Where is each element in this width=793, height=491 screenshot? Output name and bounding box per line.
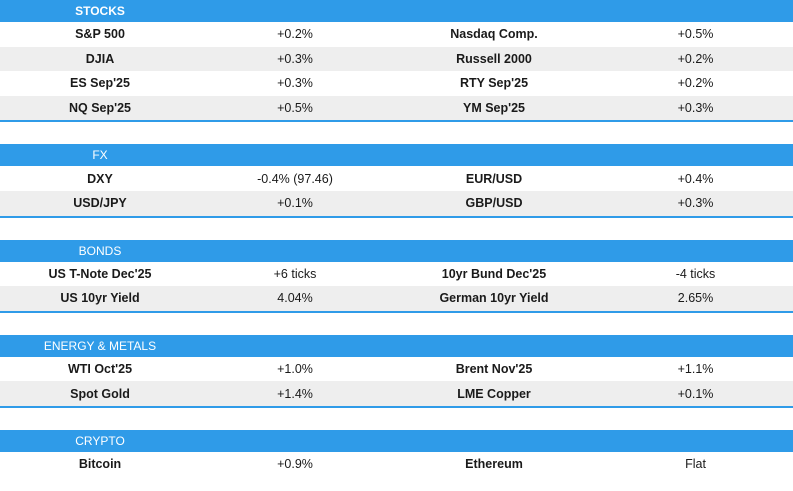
table-row: US T-Note Dec'25 +6 ticks 10yr Bund Dec'… xyxy=(0,262,793,287)
section-header: ENERGY & METALS xyxy=(0,334,793,357)
instrument-name: NQ Sep'25 xyxy=(68,101,132,116)
instrument-change: +6 ticks xyxy=(273,266,317,281)
table-row: DXY -0.4% (97.46) EUR/USD +0.4% xyxy=(0,166,793,191)
instrument-change: +0.2% xyxy=(277,27,313,42)
instrument-change: +0.3% xyxy=(277,76,313,91)
section-header: CRYPTO xyxy=(0,429,793,452)
instrument-name: RTY Sep'25 xyxy=(459,76,529,91)
table-row: US 10yr Yield 4.04% German 10yr Yield 2.… xyxy=(0,286,793,311)
instrument-change: +0.1% xyxy=(677,386,714,401)
section-header: FX xyxy=(0,144,793,167)
instrument-name: US T-Note Dec'25 xyxy=(48,266,152,281)
table-row: DJIA +0.3% Russell 2000 +0.2% xyxy=(0,46,793,72)
instrument-change: Flat xyxy=(685,457,706,472)
instrument-name: WTI Oct'25 xyxy=(67,362,133,377)
instrument-change: +0.3% xyxy=(277,51,313,66)
instrument-change: +0.2% xyxy=(677,51,714,66)
section-header: BONDS xyxy=(0,239,793,262)
instrument-name: Russell 2000 xyxy=(456,51,532,66)
table-row: Bitcoin +0.9% Ethereum Flat xyxy=(0,452,793,477)
instrument-change: +0.2% xyxy=(677,76,714,91)
instrument-change: +1.1% xyxy=(677,362,714,377)
instrument-name: Spot Gold xyxy=(70,386,130,401)
instrument-name: LME Copper xyxy=(457,386,531,401)
instrument-name: USD/JPY xyxy=(73,196,127,211)
instrument-name: Ethereum xyxy=(465,457,523,472)
table-row: ES Sep'25 +0.3% RTY Sep'25 +0.2% xyxy=(0,71,793,96)
instrument-change: +0.3% xyxy=(677,196,714,211)
instrument-change: +0.4% xyxy=(677,171,714,186)
instrument-change: +1.4% xyxy=(277,386,313,401)
instrument-name: Brent Nov'25 xyxy=(455,362,533,377)
instrument-name: ES Sep'25 xyxy=(70,76,130,91)
instrument-change: +0.3% xyxy=(677,101,714,116)
instrument-name: GBP/USD xyxy=(465,196,523,211)
instrument-change: +1.0% xyxy=(277,362,313,377)
instrument-change: +0.9% xyxy=(277,457,313,472)
table-row: NQ Sep'25 +0.5% YM Sep'25 +0.3% xyxy=(0,95,793,121)
section-title: FX xyxy=(92,148,108,163)
section-divider xyxy=(0,120,793,123)
instrument-name: EUR/USD xyxy=(465,171,523,186)
instrument-name: YM Sep'25 xyxy=(462,101,526,116)
instrument-name: 10yr Bund Dec'25 xyxy=(441,266,547,281)
table-row: Spot Gold +1.4% LME Copper +0.1% xyxy=(0,381,793,406)
instrument-name: DJIA xyxy=(85,51,115,66)
section-title: CRYPTO xyxy=(75,433,125,448)
crypto-section: CRYPTO Bitcoin +0.9% Ethereum Flat xyxy=(0,429,793,477)
section-divider xyxy=(0,405,793,408)
instrument-name: Bitcoin xyxy=(78,457,122,472)
section-header: STOCKS xyxy=(0,0,793,22)
instrument-name: German 10yr Yield xyxy=(439,291,549,306)
section-title: STOCKS xyxy=(75,4,125,18)
section-divider xyxy=(0,310,793,313)
instrument-name: Nasdaq Comp. xyxy=(450,27,538,42)
table-row: USD/JPY +0.1% GBP/USD +0.3% xyxy=(0,190,793,216)
table-row: S&P 500 +0.2% Nasdaq Comp. +0.5% xyxy=(0,22,793,47)
instrument-name: US 10yr Yield xyxy=(60,291,140,306)
energy-metals-section: ENERGY & METALS WTI Oct'25 +1.0% Brent N… xyxy=(0,334,793,408)
instrument-change: -4 ticks xyxy=(675,266,716,281)
stocks-section: STOCKS S&P 500 +0.2% Nasdaq Comp. +0.5% … xyxy=(0,0,793,123)
instrument-change: 4.04% xyxy=(277,291,313,306)
bonds-section: BONDS US T-Note Dec'25 +6 ticks 10yr Bun… xyxy=(0,239,793,313)
instrument-change: 2.65% xyxy=(677,291,714,306)
section-title: ENERGY & METALS xyxy=(43,338,157,353)
instrument-change: +0.5% xyxy=(277,101,313,116)
instrument-change: -0.4% (97.46) xyxy=(257,171,333,186)
section-title: BONDS xyxy=(78,243,122,258)
table-row: WTI Oct'25 +1.0% Brent Nov'25 +1.1% xyxy=(0,357,793,382)
instrument-change: +0.1% xyxy=(277,196,313,211)
instrument-change: +0.5% xyxy=(677,27,714,42)
instrument-name: S&P 500 xyxy=(75,27,125,42)
section-divider xyxy=(0,215,793,218)
instrument-name: DXY xyxy=(87,171,113,186)
fx-section: FX DXY -0.4% (97.46) EUR/USD +0.4% USD/J… xyxy=(0,144,793,218)
